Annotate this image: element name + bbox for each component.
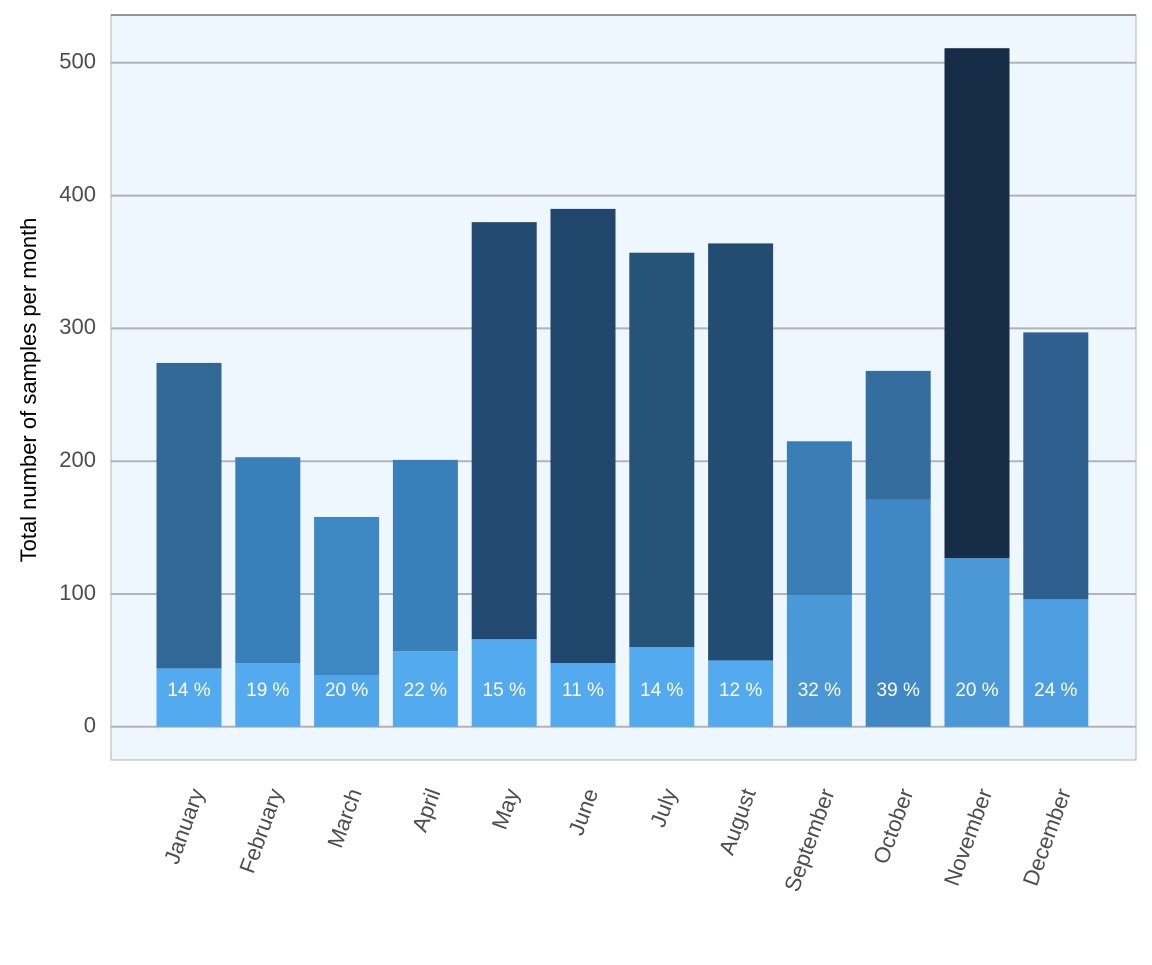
value-label: 20 % — [325, 680, 368, 701]
x-tick-label: June — [563, 785, 603, 838]
y-tick-label: 100 — [59, 580, 96, 605]
value-label: 24 % — [1034, 680, 1077, 701]
bar-segment — [314, 675, 380, 727]
x-tick-label: March — [322, 785, 366, 851]
bar-segment — [314, 516, 380, 676]
value-label: 22 % — [404, 680, 447, 701]
bar-segment — [944, 48, 1010, 559]
bar-segment — [865, 499, 931, 727]
value-label: 11 % — [562, 680, 604, 701]
bar-segment — [1023, 599, 1089, 727]
x-tick-label: October — [868, 785, 918, 867]
bar-segment — [708, 243, 774, 661]
value-label: 12 % — [719, 680, 762, 701]
value-label: 32 % — [798, 680, 841, 701]
bar-segment — [235, 663, 301, 727]
bar-segment — [550, 663, 616, 727]
x-tick-label: November — [939, 785, 997, 889]
x-tick-label: February — [234, 785, 288, 876]
bar-segment — [786, 595, 852, 727]
y-tick-label: 300 — [59, 314, 96, 339]
x-tick-label: August — [714, 785, 761, 858]
x-tick-label: July — [645, 785, 682, 830]
bar-segment — [156, 362, 222, 669]
value-label: 19 % — [246, 680, 289, 701]
bar-segment — [392, 651, 458, 727]
bar-segment — [550, 208, 616, 664]
bar-segment — [944, 558, 1010, 727]
bar-segment — [235, 457, 301, 664]
bar-segment — [156, 668, 222, 727]
y-tick-label: 200 — [59, 447, 96, 472]
bar-segment — [471, 639, 537, 727]
y-tick-label: 400 — [59, 181, 96, 206]
y-tick-label: 500 — [59, 49, 96, 74]
bar-segment — [708, 660, 774, 727]
bar-segment — [786, 441, 852, 596]
bar-segment — [629, 647, 695, 727]
bar-segment — [392, 459, 458, 652]
x-tick-label: September — [779, 785, 839, 895]
y-axis-title: Total number of samples per month — [16, 218, 41, 563]
x-tick-label: May — [487, 785, 525, 833]
x-tick-label: December — [1018, 785, 1076, 889]
bar-segment — [471, 222, 537, 640]
x-tick-label: January — [159, 785, 209, 867]
value-label: 39 % — [877, 680, 920, 701]
y-tick-label: 0 — [84, 713, 96, 738]
bar-segment — [629, 252, 695, 648]
bar-segment — [1023, 332, 1089, 600]
bar-segment — [865, 370, 931, 500]
value-label: 14 % — [167, 680, 210, 701]
x-tick-label: April — [407, 785, 446, 835]
value-label: 14 % — [640, 680, 683, 701]
value-label: 15 % — [483, 680, 526, 701]
value-label: 20 % — [955, 680, 998, 701]
